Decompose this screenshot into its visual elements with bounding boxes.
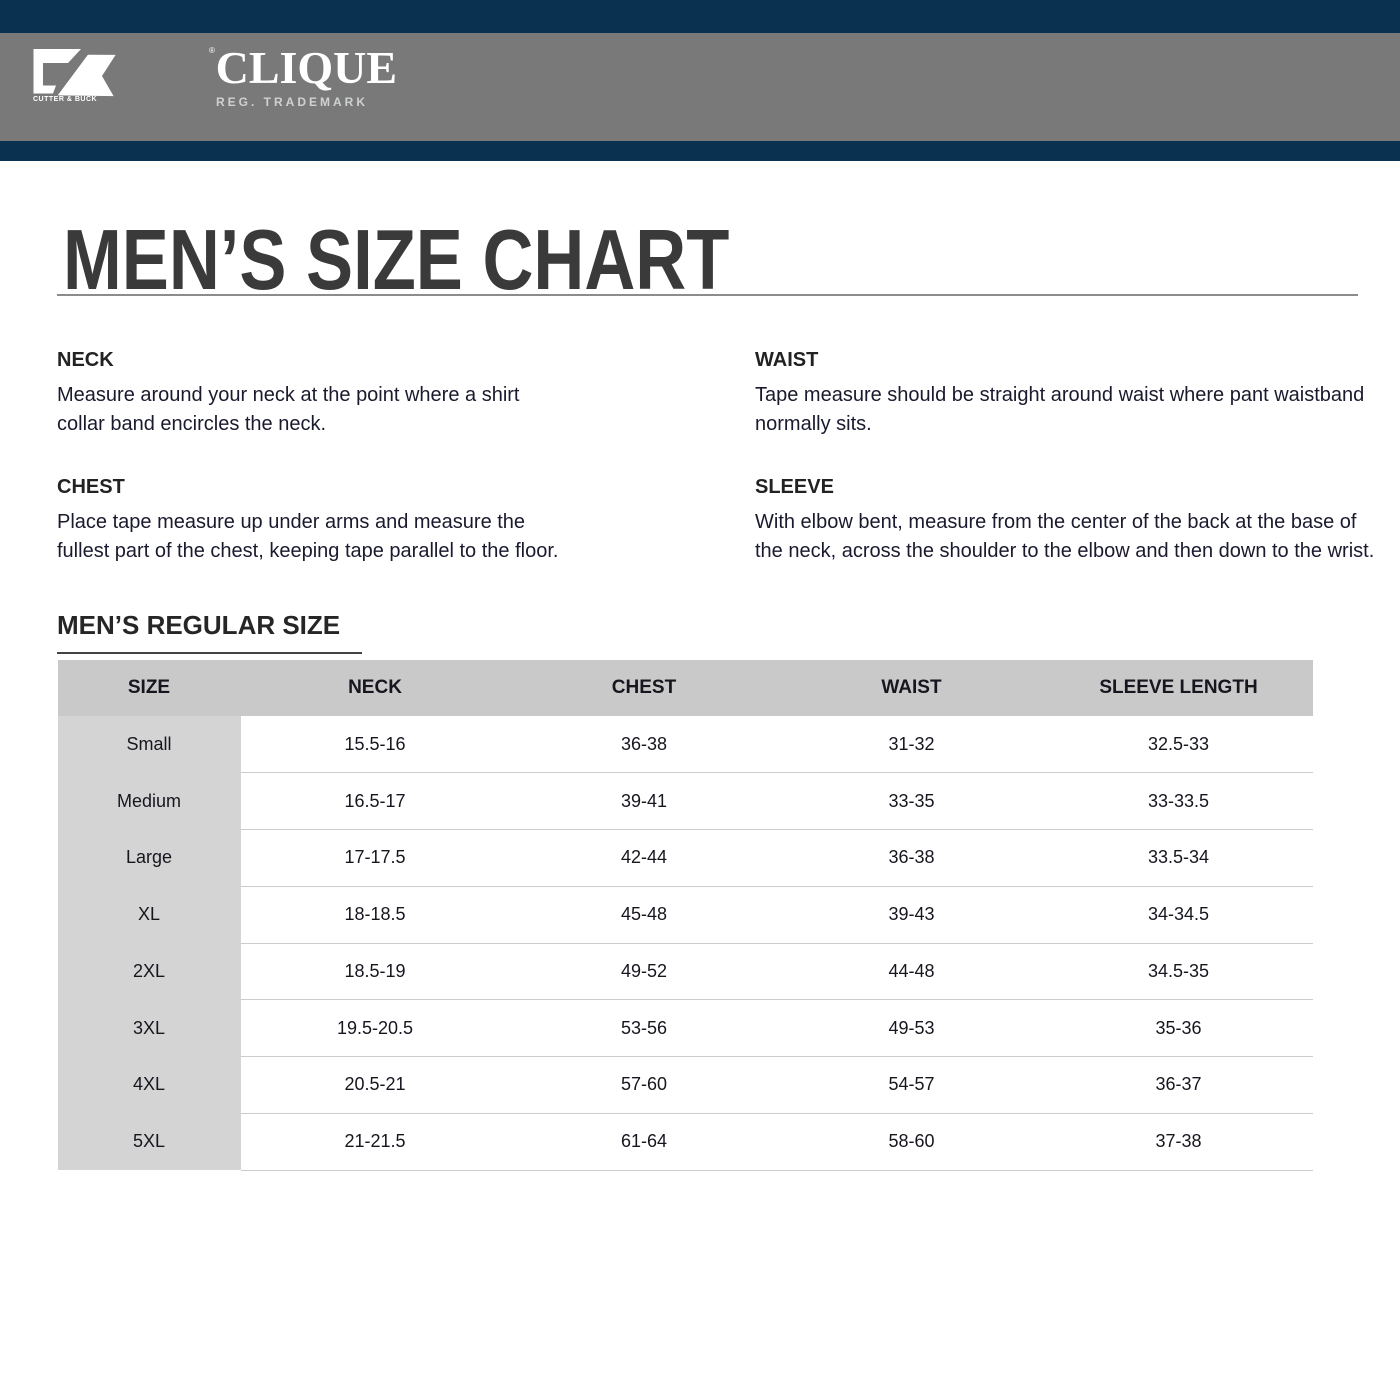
svg-text:CUTTER & BUCK: CUTTER & BUCK [33, 96, 97, 103]
